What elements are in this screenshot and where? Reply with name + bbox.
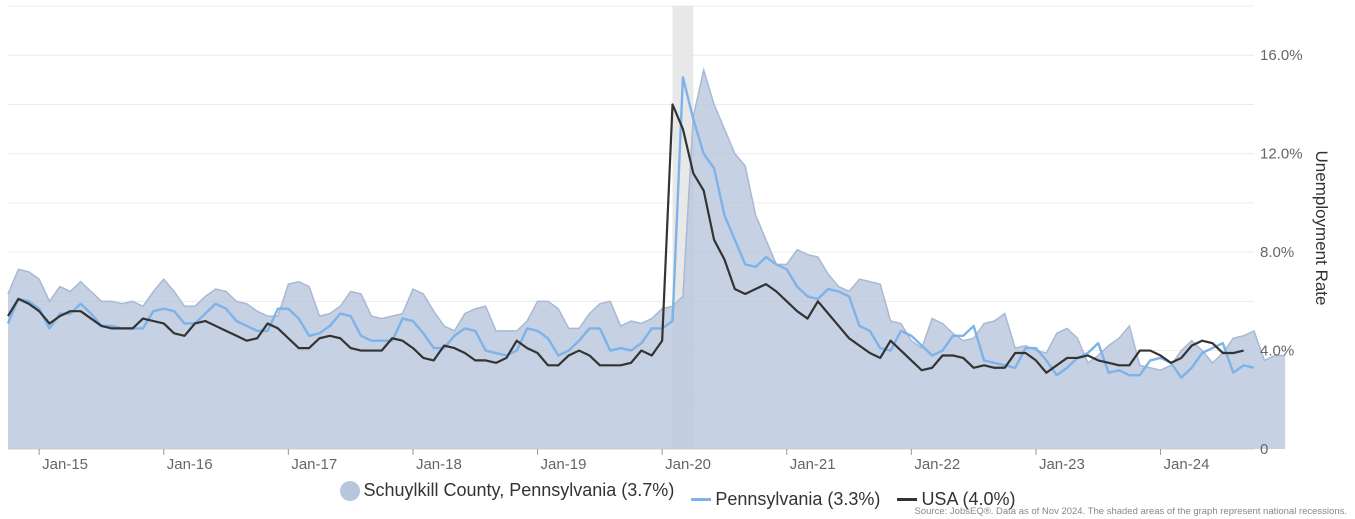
legend-swatch-usa [897, 497, 918, 501]
y-tick-label: 12.0% [1260, 146, 1303, 163]
y-tick-label: 4.0% [1260, 343, 1294, 360]
legend-item-schuylkill[interactable]: Schuylkill County, Pennsylvania (3.7%) [339, 480, 675, 501]
series-line-pennsylvania [6, 76, 1255, 379]
legend-label-usa: USA (4.0%) [921, 488, 1016, 509]
y-axis-label: Unemployment Rate [1312, 151, 1331, 306]
source-note: Source: JobsEQ®. Data as of Nov 2024. Th… [914, 506, 1347, 517]
y-axis: 0 4.0% 8.0% 12.0% 16.0% [1260, 47, 1303, 458]
legend-swatch-pennsylvania [691, 497, 712, 501]
legend: Schuylkill County, Pennsylvania (3.7%) P… [0, 480, 1355, 510]
y-tick-label: 16.0% [1260, 47, 1303, 64]
x-tick-label: Jan-17 [291, 456, 337, 473]
legend-item-usa[interactable]: USA (4.0%) [897, 489, 1015, 510]
x-tick-label: Jan-15 [42, 456, 88, 473]
series-layer [6, 67, 1286, 450]
x-tick-label: Jan-24 [1164, 456, 1210, 473]
x-tick-label: Jan-20 [665, 456, 711, 473]
legend-item-pennsylvania[interactable]: Pennsylvania (3.3%) [691, 489, 880, 510]
legend-label-pennsylvania: Pennsylvania (3.3%) [715, 488, 881, 509]
x-axis: Jan-15 Jan-16 Jan-17 Jan-18 Jan-19 Jan-20 Jan-… [8, 448, 1254, 473]
legend-label-schuylkill: Schuylkill County, Pennsylvania (3.7%) [363, 480, 675, 500]
x-tick-label: Jan-18 [416, 456, 462, 473]
x-tick-label: Jan-23 [1039, 456, 1085, 473]
x-tick-label: Jan-16 [167, 456, 213, 473]
series-area-schuylkill [8, 69, 1286, 450]
x-tick-label: Jan-19 [541, 456, 587, 473]
series-line-usa [7, 103, 1244, 374]
y-tick-label: 8.0% [1260, 244, 1294, 261]
x-tick-label: Jan-21 [790, 456, 836, 473]
legend-swatch-schuylkill [339, 480, 360, 501]
series-area-edge-schuylkill [7, 67, 1286, 372]
y-tick-label: 0 [1260, 441, 1268, 458]
x-tick-label: Jan-22 [914, 456, 960, 473]
